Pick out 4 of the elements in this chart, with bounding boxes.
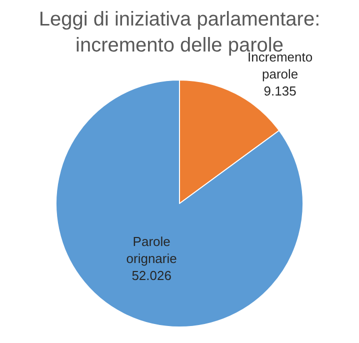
slice-label: Parole orignarie xyxy=(126,234,177,266)
pie-slice xyxy=(56,80,304,328)
data-label: 9.135 xyxy=(264,83,296,98)
data-label: 52.026 xyxy=(132,268,172,283)
